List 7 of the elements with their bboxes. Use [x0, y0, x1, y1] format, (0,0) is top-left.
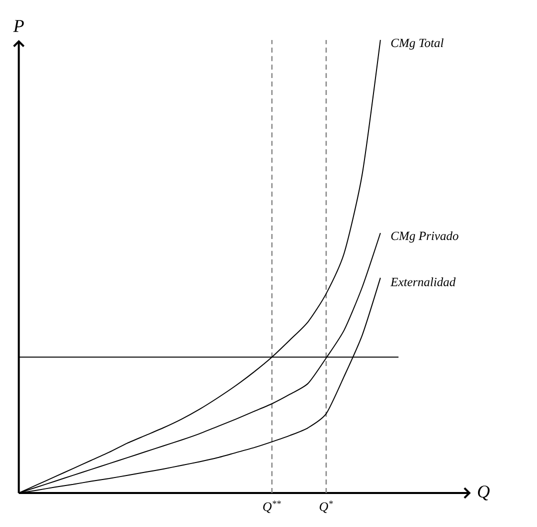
x-tick-label: Q$^{*}$	[320, 500, 333, 514]
series-label: CMg Total	[391, 38, 444, 50]
series-label: Externalidad	[390, 277, 456, 286]
y-axis-title: P	[13, 20, 24, 32]
series-label: CMg Privado	[391, 231, 458, 243]
x-tick-label: Q$^{**}$	[263, 500, 281, 514]
x-axis-title: Q	[478, 486, 490, 500]
